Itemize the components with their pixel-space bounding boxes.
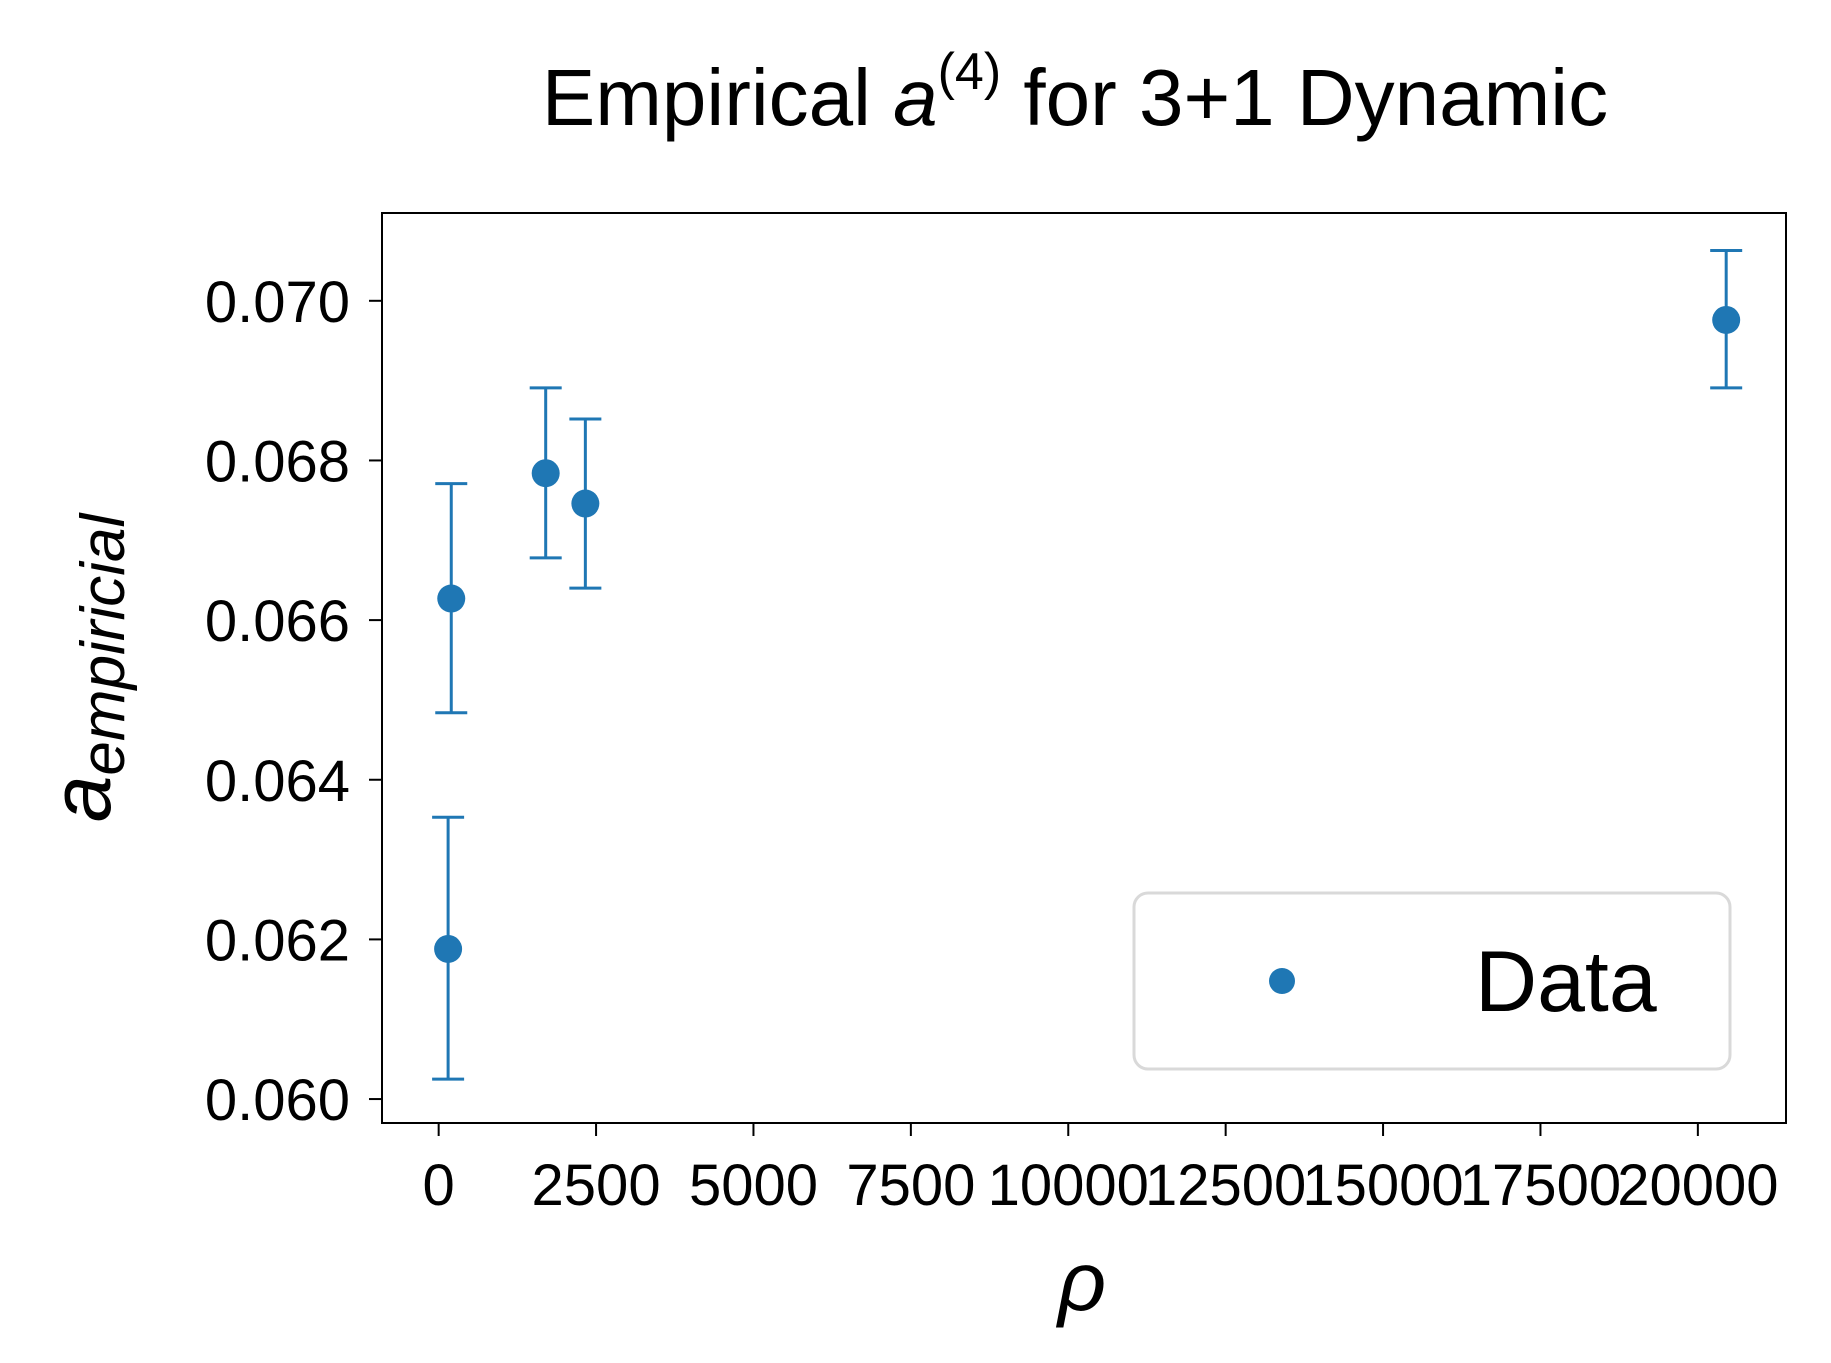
- y-tick-label: 0.064: [205, 749, 350, 814]
- legend-box: [1132, 891, 1732, 1071]
- x-axis-label: ρ: [1055, 1234, 1106, 1328]
- y-tick-label: 0.070: [205, 270, 350, 335]
- x-tick-label: 2500: [532, 1153, 661, 1218]
- data-point: [531, 459, 560, 488]
- legend-label: Data: [1475, 934, 1657, 1030]
- chart-title-superscript: (4): [938, 43, 1002, 101]
- y-axis-ticks: 0.060 0.062 0.064 0.066 0.068 0.070: [205, 270, 382, 1133]
- y-axis-label-main: a: [34, 776, 128, 823]
- legend-marker: [1269, 968, 1295, 994]
- y-tick-label: 0.062: [205, 908, 350, 973]
- x-tick-label: 17500: [1460, 1153, 1621, 1218]
- y-tick-label: 0.066: [205, 589, 350, 654]
- chart-title: Empirical a(4) for 3+1 Dynamic: [542, 43, 1608, 142]
- x-tick-label: 5000: [689, 1153, 818, 1218]
- data-point: [571, 489, 600, 518]
- y-tick-label: 0.060: [205, 1068, 350, 1133]
- chart-title-symbol: a: [893, 53, 938, 142]
- plot-frame: [381, 212, 1787, 1124]
- chart-title-main: Empirical: [542, 53, 893, 142]
- x-tick-label: 10000: [988, 1153, 1149, 1218]
- chart-title-rest: for 3+1 Dynamic: [1001, 53, 1608, 142]
- x-tick-label: 7500: [846, 1153, 975, 1218]
- x-tick-label: 0: [423, 1153, 455, 1218]
- y-axis-label-sub: empiricial: [69, 512, 138, 776]
- y-tick-label: 0.068: [205, 429, 350, 494]
- x-tick-label: 15000: [1302, 1153, 1463, 1218]
- x-tick-label: 12500: [1145, 1153, 1306, 1218]
- x-tick-label: 20000: [1617, 1153, 1778, 1218]
- y-axis-label: aempiricial: [34, 512, 138, 823]
- data-point: [437, 584, 466, 613]
- data-point: [434, 934, 463, 963]
- data-series: [432, 249, 1743, 1081]
- legend: Data: [1132, 891, 1732, 1071]
- data-point: [1712, 305, 1741, 334]
